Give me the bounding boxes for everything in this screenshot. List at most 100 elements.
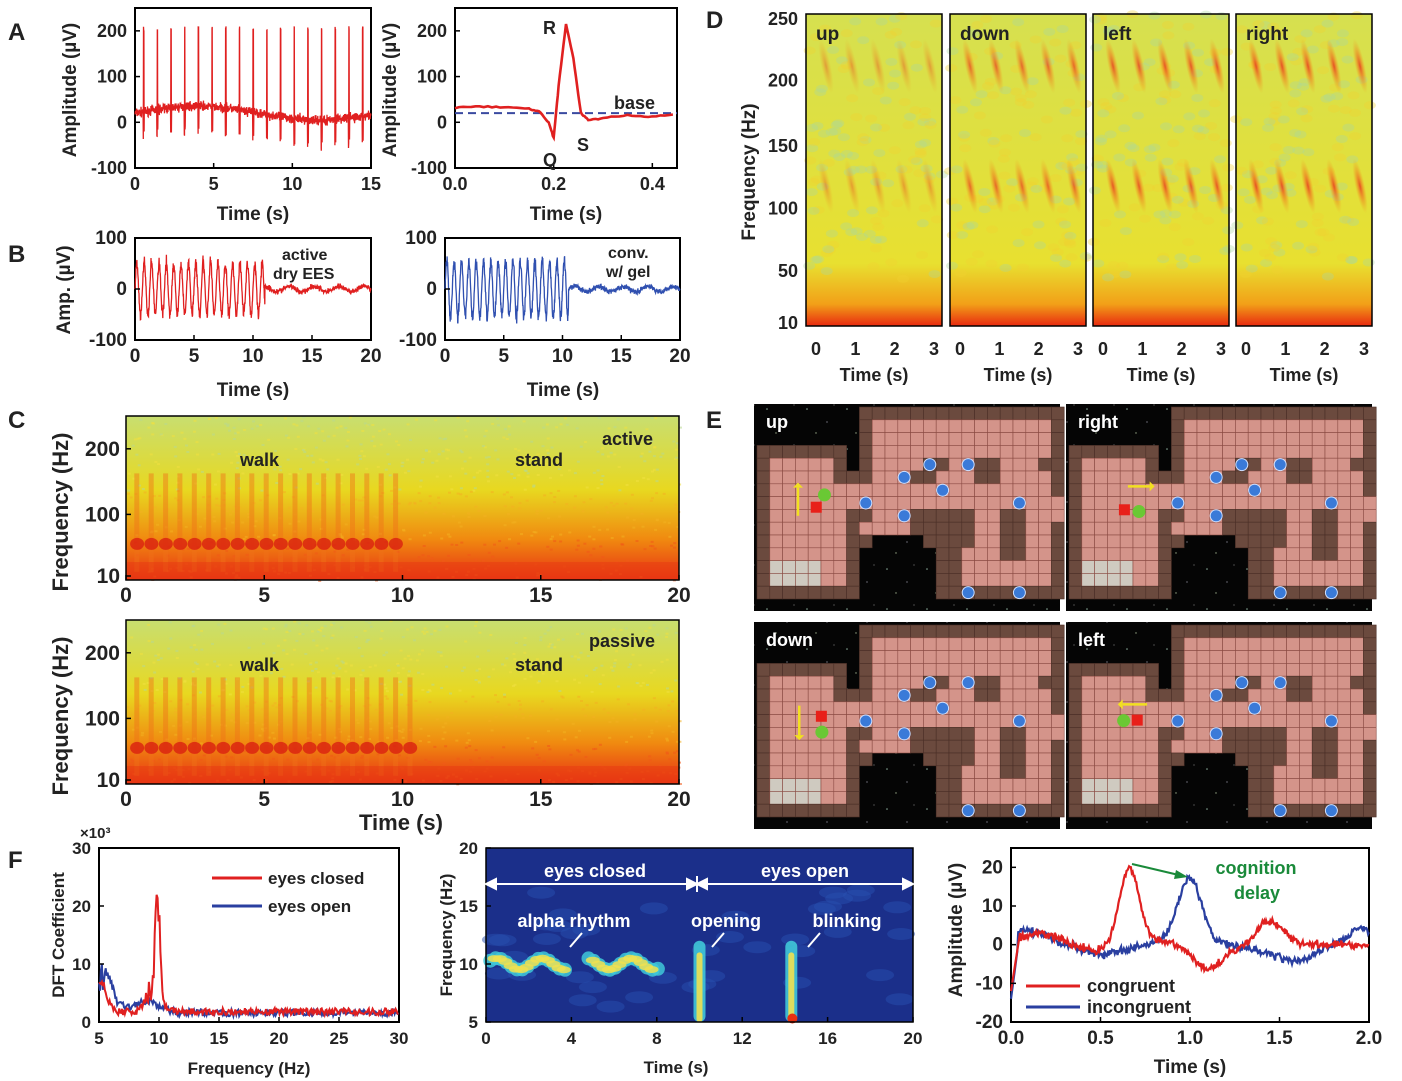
- game-floor-tile: [1337, 701, 1351, 715]
- game-wall-tile: [1025, 624, 1039, 639]
- game-floor-tile: [782, 688, 796, 703]
- chart-c1-speckle: [339, 425, 343, 428]
- chart-c2-speckle: [396, 664, 400, 667]
- chart-c1-speckle: [321, 494, 325, 497]
- game-wall-tile: [999, 803, 1014, 818]
- chart-c2-speckle: [315, 644, 319, 647]
- game-wall-tile: [820, 663, 835, 677]
- chart-c2-speckle: [529, 714, 532, 717]
- game-wall-tile: [974, 624, 988, 639]
- chart-c2-speckle: [401, 728, 405, 731]
- chart-c2-speckle: [612, 665, 616, 668]
- chart-c1-speckle: [654, 528, 658, 531]
- chart-c1-speckle: [132, 477, 136, 480]
- chart-c1-speckle: [517, 449, 521, 452]
- chart-c2-speckle: [646, 683, 649, 686]
- game-floor-tile: [1183, 419, 1198, 433]
- chart-d-texture: [1302, 148, 1315, 157]
- chart-c2-speckle: [178, 724, 182, 727]
- chart-f3-xtick-label: 2.0: [1356, 1028, 1382, 1049]
- game-floor-tile: [859, 521, 873, 536]
- chart-c1-speckle: [247, 516, 251, 519]
- chart-c1-speckle: [131, 444, 135, 447]
- chart-d-texture: [919, 113, 932, 122]
- game-floor-tile: [1222, 457, 1236, 472]
- chart-c2-speckle: [673, 751, 676, 754]
- chart-c1-speckle: [177, 475, 181, 478]
- game-floor-tile: [1235, 650, 1249, 664]
- game-gem-icon: [1273, 804, 1287, 818]
- chart-c1-speckle: [340, 473, 344, 476]
- chart-d-ridge: [1131, 158, 1147, 214]
- chart-c2-stride-stripe: [191, 677, 197, 776]
- chart-c1-speckle: [293, 513, 297, 516]
- chart-c1-speckle: [424, 511, 428, 514]
- game-wall-tile: [1273, 752, 1287, 767]
- chart-d-texture: [1059, 106, 1072, 115]
- chart-c1-speckle: [474, 505, 478, 508]
- game-wall-tile: [1038, 457, 1052, 472]
- chart-c1-speckle: [381, 492, 385, 494]
- chart-d-texture: [1168, 210, 1181, 219]
- game-floor-tile: [1260, 675, 1275, 690]
- game-floor-tile: [871, 637, 886, 651]
- chart-b2-legend-2: w/ gel: [605, 264, 650, 281]
- game-wall-tile: [807, 803, 822, 818]
- chart-c1-stride-stripe: [249, 473, 255, 572]
- chart-c1-speckle: [600, 483, 604, 486]
- chart-f3-frame: [1010, 847, 1370, 1023]
- chart-c2-speckle: [462, 666, 466, 669]
- game-floor-tile: [1273, 573, 1287, 587]
- game-wall-tile: [935, 509, 950, 523]
- chart-c2-speckle: [423, 627, 427, 630]
- chart-f2-xlabel: Time (s): [644, 1058, 709, 1077]
- chart-c1-speckle: [674, 457, 678, 460]
- game-wall-tile: [961, 739, 975, 754]
- game-wall-tile: [846, 803, 860, 818]
- chart-c1-speckle: [491, 422, 495, 425]
- game-floor-tile: [1247, 650, 1262, 664]
- game-floor-tile: [910, 675, 924, 690]
- game-floor-tile: [1337, 637, 1351, 651]
- chart-c2-speckle: [512, 652, 516, 655]
- chart-c2-speckle: [323, 625, 327, 628]
- game-wall-tile: [974, 803, 988, 818]
- chart-c2-speckle: [400, 693, 404, 696]
- game-wall-tile: [1171, 727, 1185, 741]
- game-wall-tile: [1051, 688, 1065, 703]
- chart-c2-stride-blob: [331, 741, 346, 754]
- chart-c2-speckle: [465, 741, 469, 744]
- chart-f1-xtick-label: 5: [94, 1029, 103, 1048]
- chart-d-texture: [810, 33, 822, 42]
- game-wall-tile: [1171, 457, 1185, 472]
- chart-c1-speckle: [545, 423, 549, 426]
- game-floor-tile: [1337, 483, 1351, 497]
- chart-c2-speckle: [330, 623, 334, 626]
- game-floor-tile: [999, 445, 1014, 459]
- chart-c2-speckle: [316, 758, 320, 761]
- game-floor-tile: [1025, 432, 1039, 446]
- game-floor-tile: [884, 688, 899, 703]
- chart-a1-xtick-label: 5: [209, 174, 219, 194]
- game-floor-tile: [974, 483, 988, 497]
- chart-c1-speckle: [663, 521, 667, 524]
- game-floor-tile: [1158, 714, 1172, 728]
- chart-c2-stride-blob: [388, 741, 403, 754]
- game-floor-tile: [1260, 457, 1275, 472]
- chart-c1-speckle: [502, 436, 506, 439]
- game-floor-tile: [1183, 457, 1198, 472]
- chart-c2-speckle: [445, 625, 449, 628]
- chart-c2-speckle: [550, 646, 554, 649]
- chart-c2-speckle: [156, 653, 160, 656]
- game-floor-tile: [1222, 445, 1236, 459]
- game-wall-tile: [846, 688, 860, 703]
- chart-c2-speckle: [445, 665, 449, 668]
- chart-d-texture: [917, 118, 930, 127]
- chart-a2-label-s: S: [577, 135, 589, 155]
- game-floor-tile: [1299, 509, 1313, 523]
- chart-c1-speckle: [345, 445, 349, 448]
- chart-d-texture: [805, 188, 818, 197]
- chart-c1-speckle: [650, 439, 654, 442]
